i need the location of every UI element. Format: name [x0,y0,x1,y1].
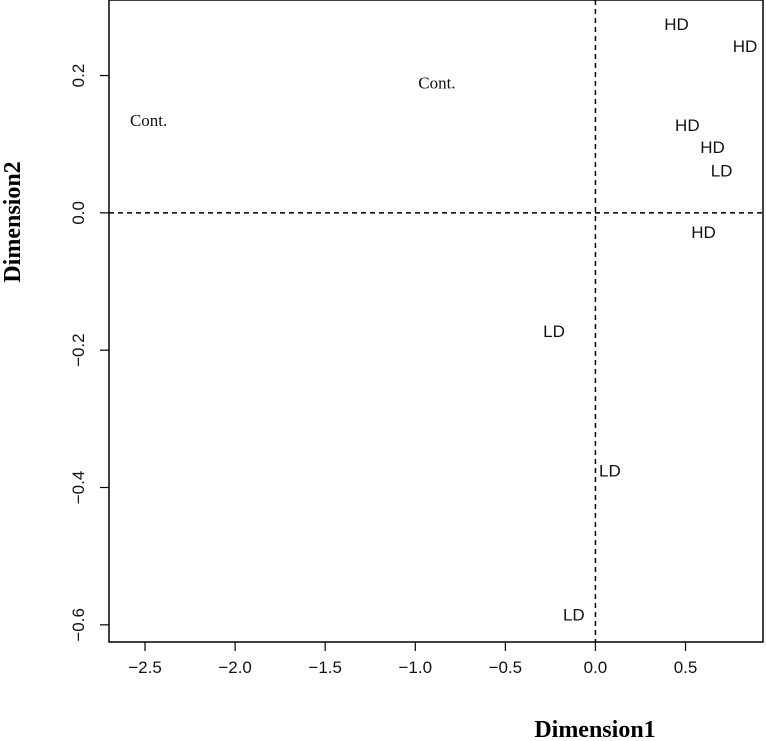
x-tick-label: −1.0 [398,658,432,677]
data-point-label: Cont. [418,73,455,92]
data-point-label: HD [664,15,689,34]
y-tick-label: 0.2 [69,64,88,88]
data-point-label: Cont. [130,111,167,130]
data-point-label: HD [700,138,725,157]
data-point-label: LD [563,606,585,625]
data-point-label: LD [711,161,733,180]
data-point-label: HD [691,223,716,242]
x-tick-label: −2.0 [218,658,252,677]
x-tick-label: −2.5 [128,658,162,677]
x-tick-label: 0.5 [674,658,698,677]
y-tick-label: −0.6 [69,608,88,642]
plot-frame [108,0,764,643]
y-axis: −0.6 −0.4 −0.2 0.0 0.2 [69,64,109,642]
x-axis-label: Dimension1 [534,717,655,741]
data-point-label: HD [675,116,700,135]
data-point-label: LD [599,461,621,480]
x-tick-label: −1.5 [308,658,342,677]
x-axis: −2.5 −2.0 −1.5 −1.0 −0.5 0.0 0.5 [128,642,697,677]
data-point-label: LD [543,322,565,341]
y-tick-label: −0.2 [69,333,88,367]
x-tick-label: −0.5 [489,658,523,677]
data-point-label: HD [733,37,758,56]
x-tick-label: 0.0 [584,658,608,677]
y-tick-label: −0.4 [69,471,88,505]
y-axis-label: Dimension2 [0,161,26,282]
y-tick-label: 0.0 [69,201,88,225]
